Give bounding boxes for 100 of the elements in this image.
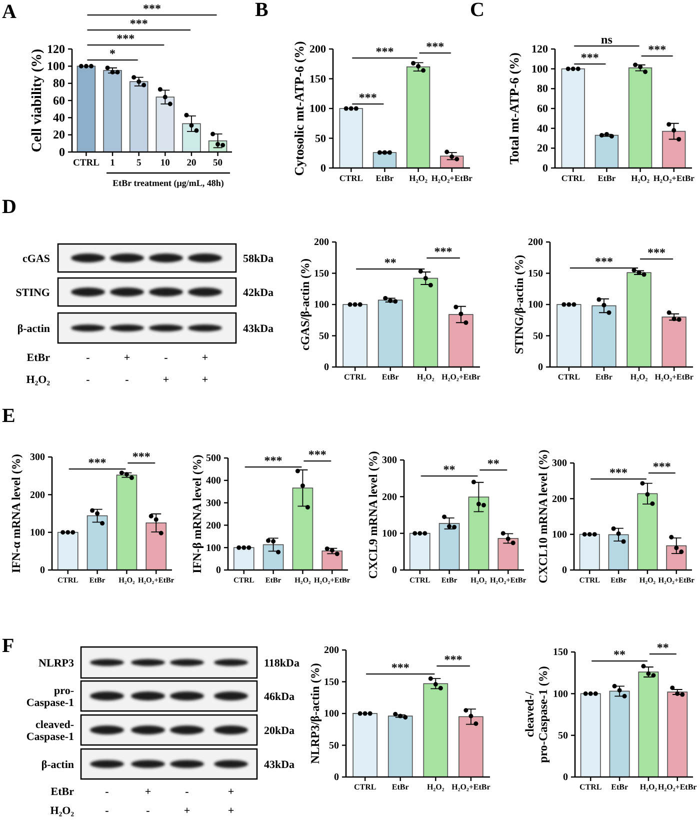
bar <box>468 496 490 570</box>
bar <box>342 304 368 368</box>
y-tick-label: 200 <box>206 520 221 532</box>
annotation: ** <box>384 256 396 270</box>
annotation: ** <box>614 648 626 662</box>
y-axis-title: CXCL9 mRNA level (%) <box>366 451 380 579</box>
bar <box>556 304 582 368</box>
y-axis-title: NLRP3/β-actin (%) <box>308 663 322 764</box>
annotation: *** <box>88 456 106 470</box>
bar <box>448 314 474 368</box>
x-tick-label: 1 <box>110 158 116 169</box>
y-axis-title: cGAS/β-actin (%) <box>298 258 312 350</box>
y-tick-label: 100 <box>532 63 548 76</box>
text: + <box>228 786 234 798</box>
text: ns <box>601 32 613 46</box>
bar <box>322 550 343 570</box>
text: + <box>202 374 208 386</box>
bar <box>406 66 430 168</box>
x-tick-label: CTRL <box>354 782 376 792</box>
chart-title: A <box>2 1 17 23</box>
x-tick-label: EtBr <box>611 782 628 792</box>
chart-title: C <box>470 0 484 21</box>
bar <box>628 67 652 168</box>
text: - <box>105 786 110 798</box>
y-tick-label: 300 <box>552 458 567 470</box>
x-tick-label: H₂O₂ <box>409 173 428 184</box>
x-tick-label: H₂O₂ <box>417 372 435 382</box>
x-tick-label: H₂O₂+EtBr <box>653 173 695 184</box>
y-tick-label: 200 <box>528 237 543 248</box>
text: - <box>146 805 150 817</box>
text: cleaved- Caspase-1 <box>26 718 74 743</box>
y-tick-label: 300 <box>206 498 221 509</box>
text: - <box>125 374 130 386</box>
annotation: *** <box>308 448 326 462</box>
chart-title: B <box>255 0 268 21</box>
y-tick-label: 0 <box>59 144 65 159</box>
y-tick-label: 50 <box>533 330 543 342</box>
x-axis-title: EtBr treatment (μg/mL, 48h) <box>112 178 224 188</box>
x-tick-label: 5 <box>136 158 142 169</box>
annotation: *** <box>358 90 377 104</box>
y-tick-label: 200 <box>310 44 326 56</box>
bar <box>262 544 284 570</box>
text: + <box>184 805 190 817</box>
y-tick-label: 200 <box>30 490 45 501</box>
bar <box>609 690 630 778</box>
y-tick-label: 300 <box>382 455 397 466</box>
x-tick-label: H₂O₂ <box>640 782 658 792</box>
x-tick-label: 10 <box>160 158 170 169</box>
text: 43kDa <box>264 758 296 771</box>
y-tick-label: 50 <box>319 330 329 342</box>
bar <box>146 522 167 570</box>
y-tick-label: 0 <box>563 772 568 784</box>
y-tick-label: 100 <box>314 300 329 311</box>
x-tick-label: H₂O₂+EtBr <box>658 782 698 792</box>
text: - <box>185 786 190 798</box>
text: - <box>86 352 90 364</box>
y-tick-label: 150 <box>553 647 568 658</box>
x-tick-label: EtBr <box>376 173 394 184</box>
annotation: *** <box>580 50 599 64</box>
annotation: ** <box>443 462 456 476</box>
bar <box>423 683 448 778</box>
annotation: *** <box>610 466 628 480</box>
x-tick-label: H₂O₂+EtBr <box>452 782 491 792</box>
x-tick-label: CTRL <box>561 173 586 184</box>
annotation: *** <box>264 454 282 468</box>
x-tick-label: 20 <box>186 158 196 169</box>
bar <box>662 130 686 168</box>
bar <box>638 672 659 778</box>
y-tick-label: 150 <box>324 676 339 688</box>
y-axis-title: cleaved-/ pro-Caspase-1 (%) <box>522 666 550 763</box>
y-tick-label: 100 <box>528 300 543 311</box>
x-tick-label: CTRL <box>558 372 580 382</box>
y-tick-label: 100 <box>552 530 567 541</box>
bar <box>292 488 314 570</box>
text: 20kDa <box>264 724 296 737</box>
text: 42kDa <box>243 286 274 299</box>
x-tick-label: H₂O₂ <box>427 782 445 792</box>
annotation: *** <box>132 450 150 464</box>
annotation: *** <box>426 40 444 54</box>
y-tick-label: 60 <box>53 93 65 108</box>
bar <box>116 474 138 570</box>
y-tick-label: 0 <box>40 565 45 576</box>
bar <box>409 532 430 570</box>
chart-title: E <box>2 405 16 427</box>
text: EtBr <box>26 352 50 364</box>
y-tick-label: 0 <box>562 565 567 576</box>
text: *** <box>116 32 135 46</box>
annotation: *** <box>652 460 671 474</box>
y-tick-label: 200 <box>324 645 339 656</box>
x-tick-label: EtBr <box>596 372 613 382</box>
text: 58kDa <box>243 252 274 265</box>
y-tick-label: 40 <box>537 122 548 135</box>
text: β-actin <box>17 322 50 335</box>
y-tick-label: 100 <box>310 103 326 116</box>
x-tick-label: H₂O₂ <box>630 372 648 382</box>
bar <box>594 134 619 168</box>
text: + <box>228 805 234 817</box>
text: + <box>202 352 208 364</box>
x-tick-label: EtBr <box>392 782 410 792</box>
y-tick-label: 0 <box>538 362 543 374</box>
